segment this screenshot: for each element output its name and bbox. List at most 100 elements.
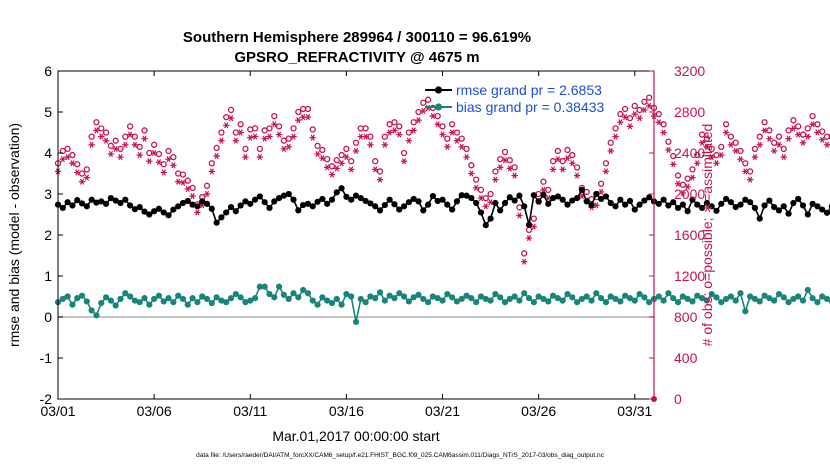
obs-assimilated-point: [189, 192, 196, 200]
bias-point: [713, 294, 720, 301]
rmse-point: [74, 197, 81, 204]
rmse-point: [223, 209, 230, 216]
rmse-point: [319, 195, 326, 203]
x-tick-label: 03/11: [233, 403, 267, 419]
obs-assimilated-point: [102, 137, 110, 144]
obs-assimilated-point: [295, 117, 302, 124]
rmse-point: [194, 203, 201, 210]
rmse-point: [151, 208, 158, 215]
rmse-point: [126, 202, 134, 209]
bias-point: [410, 294, 417, 301]
rmse-point: [88, 196, 95, 203]
bias-point: [319, 294, 326, 301]
bias-point: [540, 295, 547, 303]
bias-point: [102, 294, 110, 301]
rmse-point: [660, 196, 667, 203]
bias-point: [146, 301, 153, 308]
obs-possible-point: [362, 125, 369, 132]
y-tick-label: 0: [44, 309, 52, 325]
obs-possible-point: [694, 151, 701, 159]
obs-assimilated-point: [742, 168, 749, 175]
obs-assimilated-point: [280, 145, 288, 152]
obs-possible-point: [641, 98, 648, 105]
obs-assimilated-point: [251, 133, 259, 140]
obs-possible-point: [458, 135, 465, 142]
obs-possible-point: [468, 162, 475, 169]
rmse-point: [328, 196, 336, 203]
rmse-point: [179, 199, 187, 207]
obs-possible-point: [122, 133, 129, 140]
rmse-point: [819, 206, 826, 213]
obs-assimilated-point: [761, 127, 768, 134]
rmse-point: [463, 192, 470, 199]
y-axis-right: 0 400 800 1200 1600 2000 2400 2800 3200: [649, 63, 705, 407]
obs-assimilated-point: [708, 154, 715, 161]
obs-possible-point: [93, 119, 100, 126]
y2-tick-label: 1600: [674, 227, 705, 243]
rmse-point: [569, 197, 576, 204]
rmse-point: [747, 199, 754, 206]
bias-point: [665, 290, 672, 297]
obs-possible-point: [607, 139, 614, 146]
obs-possible-point: [381, 133, 388, 140]
obs-assimilated-point: [722, 129, 730, 136]
y2-tick-label: 0: [674, 391, 682, 407]
bias-point: [98, 299, 105, 307]
rmse-point: [170, 206, 177, 213]
obs-possible-point: [804, 125, 811, 132]
rmse-point: [98, 198, 105, 205]
rmse-point: [761, 202, 768, 209]
bias-point: [814, 299, 821, 306]
obs-possible-point: [597, 180, 605, 187]
obs-assimilated-point: [391, 127, 398, 134]
obs-assimilated-point: [386, 129, 393, 136]
bias-point: [530, 299, 537, 306]
bias-point: [218, 297, 225, 304]
obs-possible-point: [304, 105, 312, 113]
obs-possible-point: [646, 94, 653, 101]
y-tick-label: 1: [44, 268, 52, 284]
obs-assimilated-point: [146, 158, 153, 165]
obs-assimilated-point: [496, 164, 504, 171]
rmse-point: [506, 194, 513, 201]
bias-point: [573, 299, 581, 306]
bias-point: [439, 297, 446, 304]
bias-point: [660, 297, 667, 304]
obs-possible-point: [790, 117, 797, 124]
obs-possible-point: [530, 215, 537, 222]
rmse-point: [521, 203, 528, 210]
obs-possible-point: [333, 157, 340, 164]
obs-assimilated-point: [621, 114, 629, 121]
rmse-point: [386, 196, 393, 203]
rmse-point: [357, 195, 364, 202]
y-tick-label: 2: [44, 227, 52, 243]
obs-possible-point: [131, 133, 139, 140]
bias-point: [761, 292, 768, 299]
rmse-point: [578, 186, 586, 193]
rmse-point: [492, 199, 499, 207]
obs-possible-point: [420, 99, 427, 106]
rmse-point: [184, 197, 191, 205]
bias-point: [338, 301, 345, 308]
rmse-point: [804, 211, 811, 218]
x-tick-label: 03/06: [137, 403, 172, 419]
rmse-point: [424, 201, 432, 208]
rmse-point: [290, 196, 297, 203]
bias-point: [424, 299, 432, 306]
bias-point: [449, 294, 456, 301]
bias-point: [357, 295, 364, 303]
obs-assimilated-point: [213, 153, 220, 160]
bias-point: [525, 295, 533, 302]
obs-possible-point: [141, 127, 148, 134]
rmse-point: [112, 197, 119, 204]
bias-point: [694, 292, 701, 299]
y-tick-label: 5: [44, 104, 52, 120]
legend-rmse-label: rmse grand pr = 2.6853: [456, 82, 602, 98]
bias-point: [468, 295, 475, 302]
obs-possible-point: [107, 142, 115, 149]
bias-point: [617, 298, 624, 305]
obs-possible-point: [227, 106, 235, 114]
legend-bias-marker: [434, 103, 443, 111]
obs-assimilated-point: [150, 149, 158, 157]
obs-assimilated-point: [751, 154, 759, 161]
